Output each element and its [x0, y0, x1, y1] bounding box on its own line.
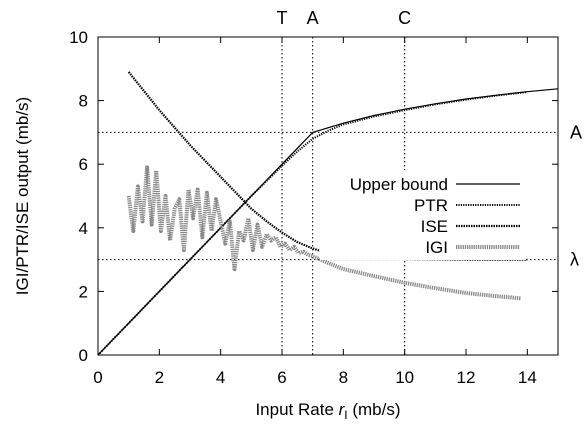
x-axis-label: Input Rate rI (mb/s) [255, 400, 400, 422]
vertical-marker-label-2: C [398, 8, 411, 28]
series-line-igi [126, 165, 522, 301]
x-tick-label: 12 [457, 368, 476, 387]
axes [97, 36, 559, 356]
horizontal-marker-label-0: A [570, 122, 582, 142]
x-tick-label: 10 [395, 368, 414, 387]
legend-label-upper-bound: Upper bound [350, 175, 448, 194]
series-line-ptr [97, 91, 528, 356]
vertical-marker-label-0: T [277, 8, 288, 28]
x-tick-label: 6 [277, 368, 286, 387]
x-tick-label: 4 [216, 368, 225, 387]
y-axis-label: IGI/PTR/ISE output (mb/s) [13, 97, 32, 295]
reference-lines [98, 37, 558, 355]
x-axis-label-text: Input Rate [255, 400, 338, 419]
y-tick-label: 8 [79, 92, 88, 111]
legend-label-igi: IGI [425, 238, 448, 257]
y-tick-label: 4 [79, 219, 88, 238]
x-tick-label: 0 [93, 368, 102, 387]
x-tick-label: 14 [518, 368, 537, 387]
horizontal-marker-label-1: λ [570, 250, 579, 270]
legend-label-ptr: PTR [414, 196, 448, 215]
y-tick-label: 2 [79, 282, 88, 301]
y-tick-label: 10 [69, 28, 88, 47]
legend: Upper bound PTR ISE IGI [320, 170, 526, 260]
plot-frame [97, 36, 559, 356]
x-tick-label: 2 [155, 368, 164, 387]
vertical-marker-label-1: A [307, 8, 319, 28]
x-tick-label: 8 [339, 368, 348, 387]
x-axis-label-subscript: I [344, 408, 347, 422]
legend-label-ise: ISE [421, 217, 448, 236]
y-tick-label: 0 [79, 346, 88, 365]
x-axis-label-unit: (mb/s) [348, 400, 401, 419]
x-axis-label-symbol: r [339, 400, 346, 419]
y-tick-label: 6 [79, 155, 88, 174]
